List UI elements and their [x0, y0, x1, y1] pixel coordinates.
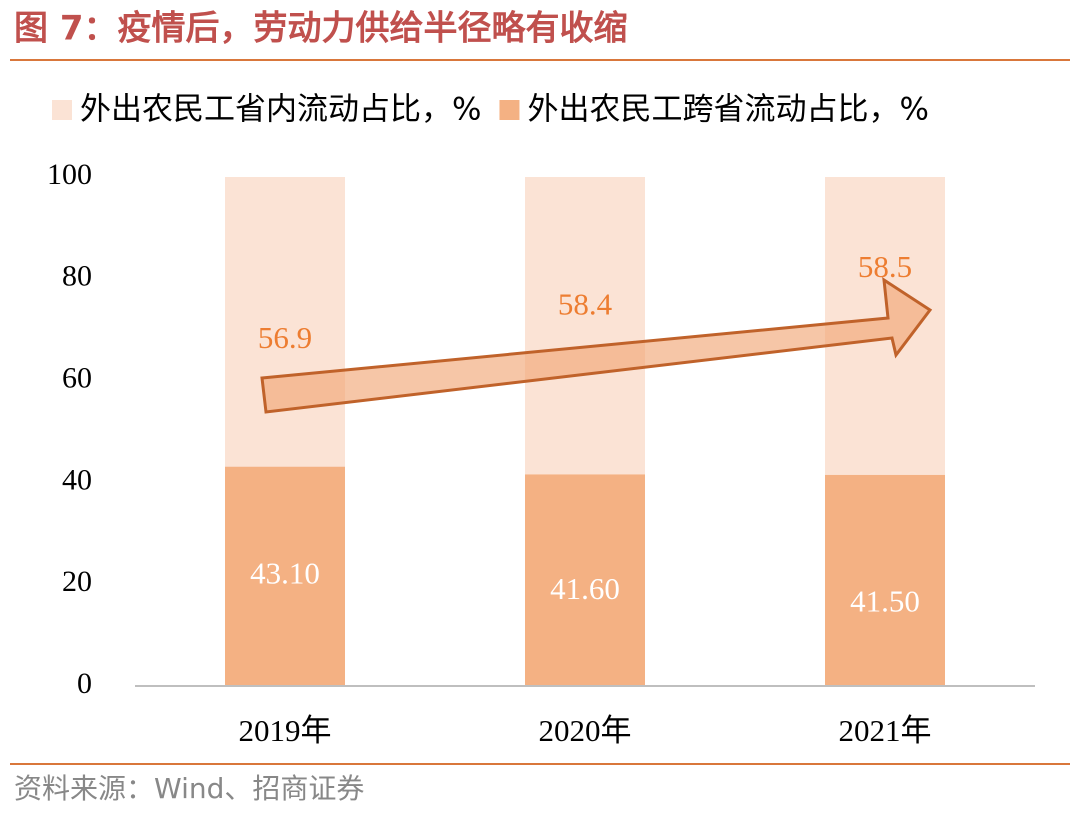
chart-title: 图 7：疫情后，劳动力供给半径略有收缩 [14, 9, 628, 49]
bar-segment [225, 466, 345, 686]
legend-swatch [499, 100, 520, 120]
y-tick-label: 80 [62, 260, 92, 293]
y-tick-label: 60 [62, 361, 92, 394]
trend-arrow [260, 277, 933, 414]
x-tick-label: 2021年 [839, 713, 932, 748]
x-tick-label: 2019年 [239, 713, 332, 748]
bar-segment [825, 474, 945, 686]
value-label: 41.50 [850, 583, 920, 618]
value-label: 41.60 [550, 571, 620, 606]
legend-swatch [52, 100, 72, 120]
legend-label: 外出农民工跨省流动占比，% [527, 92, 928, 128]
bar-segment [225, 177, 345, 467]
value-label: 58.5 [858, 249, 912, 284]
value-label: 43.10 [250, 555, 320, 590]
bar-segment [525, 474, 645, 686]
bar-segment [525, 177, 645, 475]
y-tick-label: 40 [62, 463, 92, 496]
y-tick-label: 20 [62, 565, 92, 598]
y-tick-label: 0 [77, 667, 92, 700]
value-label: 58.4 [558, 286, 613, 321]
value-label: 56.9 [258, 320, 312, 355]
legend-label: 外出农民工省内流动占比，% [80, 92, 481, 128]
y-tick-label: 100 [47, 158, 92, 191]
x-tick-label: 2020年 [539, 713, 632, 748]
source-note: 资料来源：Wind、招商证券 [14, 772, 364, 805]
